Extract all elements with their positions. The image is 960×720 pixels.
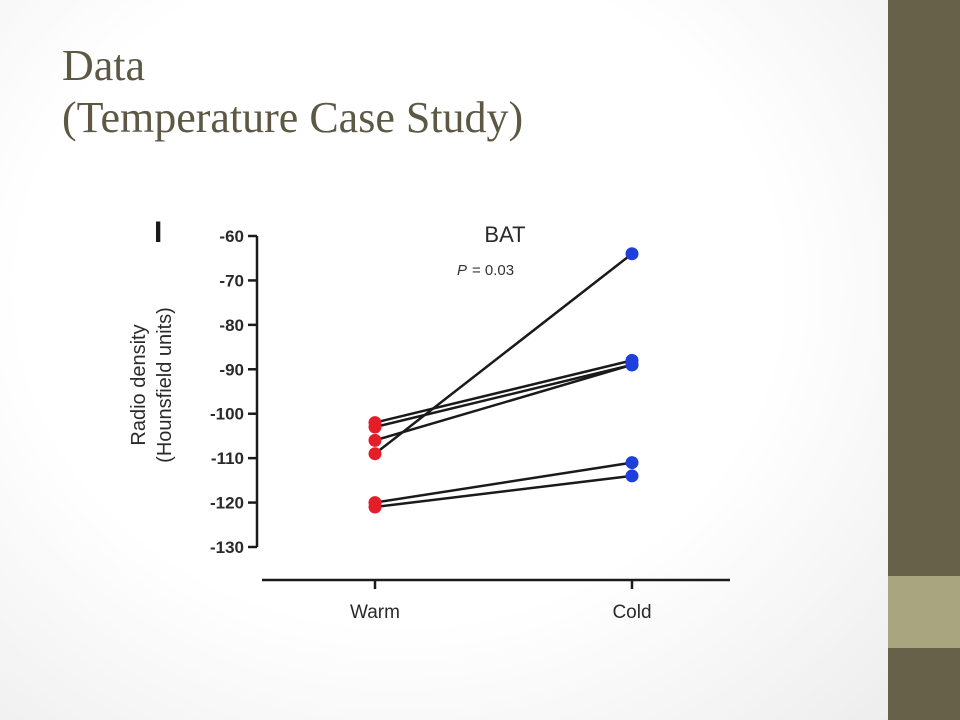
series-line: [374, 359, 633, 424]
y-axis: -60 -70 -80 -90 -100 -110 -120 -130: [210, 227, 259, 557]
y-axis-title-line-1: Radio density: [128, 324, 150, 445]
series-lines: [374, 252, 633, 509]
warm-point: [368, 447, 382, 461]
y-tick-label: -130: [210, 538, 244, 557]
slide-title-line-2: (Temperature Case Study): [62, 93, 524, 142]
y-tick-label: -100: [210, 405, 244, 424]
slide-title-line-1: Data: [62, 41, 146, 90]
bat-chart: I Radio density (Hounsfield units) BAT P…: [128, 216, 730, 623]
y-tick-label: -60: [219, 227, 244, 246]
p-value-symbol: P: [457, 262, 467, 279]
series-line: [374, 461, 633, 504]
series-points: [368, 247, 639, 514]
x-tick-label: Cold: [612, 602, 651, 623]
slide-sidebar-accent: [888, 576, 960, 648]
chart-title: BAT: [484, 222, 525, 247]
x-tick-label: Warm: [350, 602, 400, 623]
cold-point: [625, 469, 639, 483]
cold-point: [625, 358, 639, 372]
series-line: [374, 363, 633, 429]
p-value-text: = 0.03: [472, 262, 514, 279]
series-line: [374, 474, 633, 509]
y-axis-title-line-2: (Hounsfield units): [154, 307, 176, 463]
slide-background: [0, 0, 888, 720]
series-line: [374, 252, 633, 455]
x-axis: Warm Cold: [262, 578, 730, 623]
series-line: [374, 363, 633, 442]
cold-point: [625, 456, 639, 470]
cold-point: [625, 247, 639, 261]
y-tick-label: -70: [219, 271, 244, 290]
warm-point: [368, 433, 382, 447]
warm-point: [368, 420, 382, 434]
y-tick-label: -90: [219, 360, 244, 379]
slide-title: Data (Temperature Case Study): [62, 40, 862, 144]
y-tick-label: -110: [211, 449, 244, 468]
y-tick-label: -120: [210, 494, 244, 513]
warm-point: [368, 500, 382, 514]
panel-letter: I: [154, 216, 162, 249]
y-axis-title: Radio density (Hounsfield units): [128, 307, 176, 463]
y-tick-label: -80: [219, 316, 244, 335]
